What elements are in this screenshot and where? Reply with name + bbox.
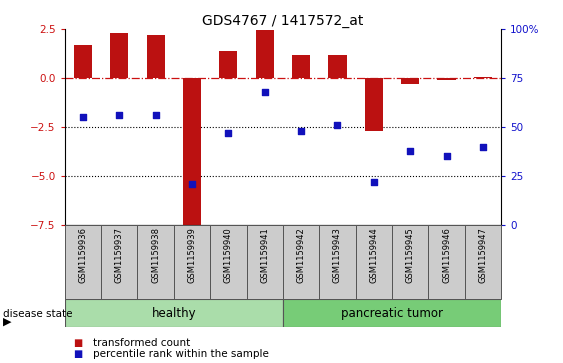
Bar <box>283 225 319 299</box>
Text: ■: ■ <box>73 338 82 348</box>
Text: GSM1159939: GSM1159939 <box>187 227 196 283</box>
Point <box>479 144 488 150</box>
Point <box>260 89 269 95</box>
Bar <box>319 225 356 299</box>
Bar <box>401 78 419 84</box>
Bar <box>137 225 174 299</box>
Text: GSM1159937: GSM1159937 <box>115 227 124 283</box>
Text: percentile rank within the sample: percentile rank within the sample <box>93 349 269 359</box>
Bar <box>65 299 283 327</box>
Point <box>151 113 160 118</box>
Text: pancreatic tumor: pancreatic tumor <box>341 307 443 319</box>
Point <box>333 122 342 128</box>
Bar <box>474 77 492 78</box>
Bar <box>174 225 210 299</box>
Bar <box>428 225 464 299</box>
Text: GSM1159940: GSM1159940 <box>224 227 233 283</box>
Text: GSM1159946: GSM1159946 <box>442 227 451 283</box>
Text: disease state: disease state <box>3 309 72 319</box>
Bar <box>365 78 383 131</box>
Bar <box>392 225 428 299</box>
Text: GSM1159936: GSM1159936 <box>78 227 87 283</box>
Text: transformed count: transformed count <box>93 338 190 348</box>
Text: GSM1159938: GSM1159938 <box>151 227 160 283</box>
Text: GSM1159945: GSM1159945 <box>406 227 415 283</box>
Point <box>297 128 306 134</box>
Text: GSM1159947: GSM1159947 <box>479 227 488 283</box>
Bar <box>292 54 310 78</box>
Bar <box>283 299 501 327</box>
Bar <box>146 35 165 78</box>
Bar <box>256 30 274 78</box>
Point <box>442 154 451 159</box>
Bar <box>464 225 501 299</box>
Bar <box>101 225 137 299</box>
Text: GSM1159942: GSM1159942 <box>297 227 306 283</box>
Point <box>369 179 378 185</box>
Bar <box>210 225 247 299</box>
Point <box>224 130 233 136</box>
Bar <box>110 33 128 78</box>
Text: ■: ■ <box>73 349 82 359</box>
Text: healthy: healthy <box>151 307 196 319</box>
Point <box>115 113 124 118</box>
Point <box>187 181 196 187</box>
Bar <box>183 78 201 225</box>
Text: ▶: ▶ <box>3 316 11 326</box>
Bar <box>328 54 347 78</box>
Bar <box>74 45 92 78</box>
Text: GSM1159941: GSM1159941 <box>260 227 269 283</box>
Bar <box>356 225 392 299</box>
Bar <box>219 50 238 78</box>
Bar <box>437 78 455 80</box>
Point <box>78 114 87 120</box>
Text: GSM1159943: GSM1159943 <box>333 227 342 283</box>
Title: GDS4767 / 1417572_at: GDS4767 / 1417572_at <box>202 14 364 28</box>
Bar <box>247 225 283 299</box>
Text: GSM1159944: GSM1159944 <box>369 227 378 283</box>
Point <box>406 148 415 154</box>
Bar <box>65 225 101 299</box>
